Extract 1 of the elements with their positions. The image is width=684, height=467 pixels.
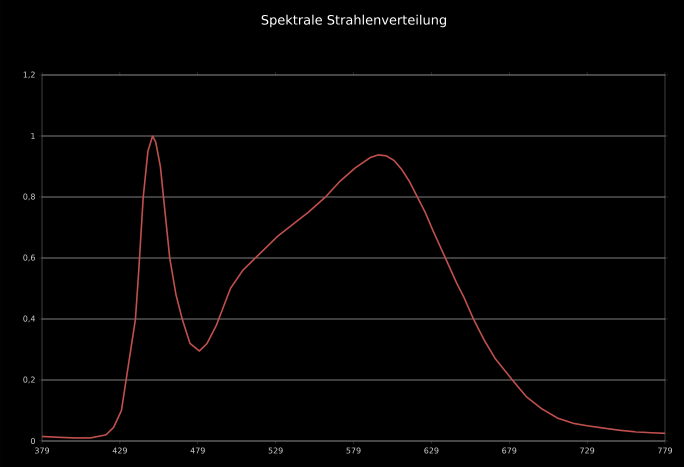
- chart-title: Spektrale Strahlenverteilung: [262, 14, 446, 28]
